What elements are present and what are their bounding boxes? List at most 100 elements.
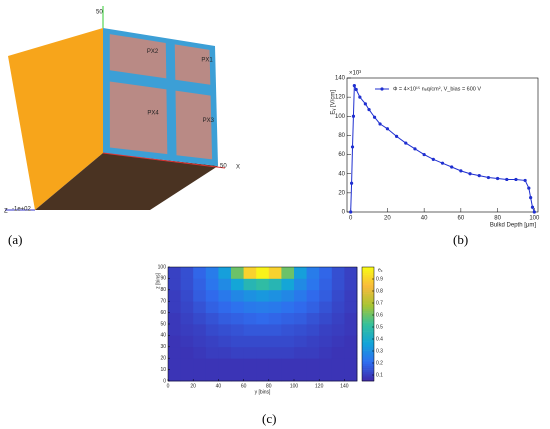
heatmap-cell (294, 324, 307, 336)
y-tick-label: 0 (163, 378, 166, 384)
heatmap-cell (218, 346, 232, 359)
data-point (486, 175, 491, 180)
pixel-pad (175, 90, 213, 160)
heatmap-cell (256, 312, 270, 325)
data-point (527, 186, 531, 190)
heatmap-cell (281, 346, 295, 359)
heatmap-cell (231, 301, 244, 313)
data-point (523, 178, 527, 183)
heatmap-cell (331, 324, 345, 336)
heatmap-cell (256, 346, 270, 359)
pixel-label: PX1 (201, 58, 213, 64)
cube-bottom (35, 153, 218, 210)
heatmap-cell (231, 346, 244, 359)
heatmap-cell (306, 278, 320, 291)
data-point (413, 147, 417, 151)
colorbar-step (362, 348, 374, 351)
colorbar-step (362, 369, 374, 372)
legend-marker (380, 87, 384, 91)
heatmap-cell (294, 289, 307, 302)
heatmap-cell (281, 369, 295, 382)
y-multiplier: ×10³ (349, 71, 361, 77)
heatmap-cell (168, 346, 181, 359)
heatmap-cell (294, 278, 307, 291)
colorbar-step (362, 331, 374, 334)
panel-label: (a) (8, 232, 22, 247)
panel-label: (c) (262, 411, 276, 426)
colorbar-step (362, 286, 374, 289)
heatmap-cell (243, 278, 257, 291)
heatmap-cell (205, 358, 219, 370)
colorbar-step (362, 272, 374, 275)
heatmap-cell (319, 335, 333, 348)
colorbar-step (362, 289, 374, 292)
heatmap-cell (231, 267, 244, 279)
colorbar-tick-label: 0.3 (376, 348, 383, 354)
heatmap-cell (268, 369, 282, 382)
heatmap-cell (319, 369, 333, 382)
colorbar-step (362, 327, 374, 330)
colorbar-step (362, 270, 374, 273)
colorbar-step (362, 344, 374, 348)
heatmap-cell (205, 312, 219, 325)
colorbar-step (362, 287, 374, 291)
colorbar-step (362, 362, 374, 365)
colorbar-step (362, 267, 374, 270)
data-point (349, 210, 353, 214)
colorbar-step (362, 308, 374, 311)
heatmap-cell (243, 358, 257, 370)
x-axis-label: Bulkd Depth [μm] (490, 223, 536, 229)
colorbar-tick-label: 0.9 (376, 276, 383, 282)
colorbar-step (362, 276, 374, 279)
heatmap-cell (319, 346, 333, 359)
heatmap-cell (205, 267, 219, 279)
heatmap-cell (268, 278, 282, 291)
heatmap-cell (231, 324, 244, 336)
data-line (350, 85, 535, 213)
y-tick-label: 140 (335, 76, 346, 82)
heatmap-cell (180, 324, 194, 336)
heatmap-cell (180, 346, 194, 359)
x-tick-label: 20 (190, 383, 196, 389)
heatmap-cell (294, 369, 307, 382)
heatmap-cell (306, 267, 320, 279)
heatmap-cell (256, 289, 270, 302)
x-axis-label: y [bins] (255, 389, 271, 395)
heatmap-cell (331, 278, 345, 291)
colorbar-step (362, 335, 374, 338)
x-tick-label: 100 (529, 216, 540, 222)
data-point (372, 115, 377, 119)
colorbar-frame (361, 266, 375, 382)
heatmap-cell (344, 278, 358, 291)
colorbar-tick-label: 0.4 (376, 336, 383, 342)
data-point (450, 165, 454, 169)
y-tick-label: 70 (160, 299, 166, 305)
colorbar-step (362, 339, 374, 342)
data-point (422, 152, 426, 157)
heatmap-cell (344, 312, 358, 325)
heatmap-cell (218, 301, 232, 313)
heatmap-cell (306, 358, 320, 370)
pixel-label: PX3 (203, 118, 215, 124)
heatmap-cell (180, 289, 194, 302)
heatmap-cell (218, 358, 232, 370)
colorbar-step (362, 291, 374, 294)
axis-label: Z (4, 209, 8, 215)
heatmap-cell (168, 267, 181, 279)
heatmap-cell (319, 267, 333, 279)
y-tick-label: 50 (160, 321, 166, 327)
colorbar-tick-label: 0.8 (376, 288, 383, 294)
heatmap-cell (306, 301, 320, 313)
heatmap-cell (168, 358, 181, 370)
heatmap-cell (331, 267, 345, 279)
colorbar-step (362, 322, 374, 325)
heatmap-cell (268, 335, 282, 348)
data-point (363, 102, 367, 106)
colorbar-step (362, 299, 374, 302)
colorbar-step (362, 352, 374, 355)
pixel-pad (109, 81, 168, 155)
y-tick-label: 30 (160, 344, 166, 350)
heatmap-cell (294, 358, 307, 370)
pixel-label: PX4 (147, 111, 159, 117)
heatmap-cell (193, 358, 207, 370)
